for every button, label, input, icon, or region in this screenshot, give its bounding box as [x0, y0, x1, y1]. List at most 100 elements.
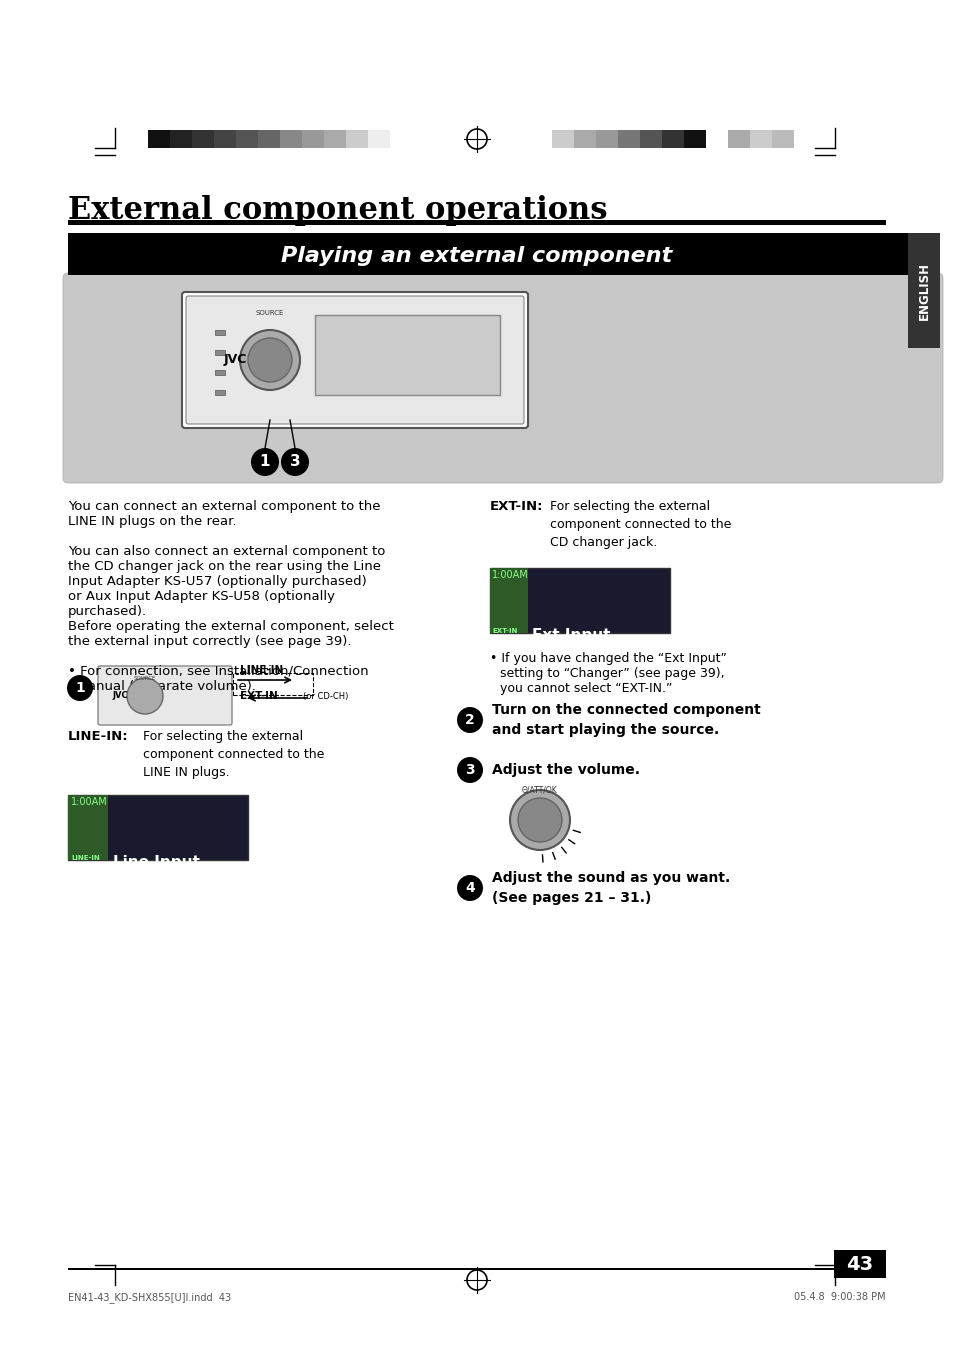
- Bar: [235, 130, 257, 149]
- Bar: [68, 232, 937, 276]
- Text: ENGLISH: ENGLISH: [917, 262, 929, 319]
- Text: 1:00AM: 1:00AM: [71, 797, 108, 807]
- Text: purchased).: purchased).: [68, 605, 147, 617]
- Text: EXT-IN: EXT-IN: [240, 690, 277, 701]
- Bar: [390, 130, 412, 149]
- Text: EN41-43_KD-SHX855[U]I.indd  43: EN41-43_KD-SHX855[U]I.indd 43: [68, 1292, 231, 1302]
- Bar: [214, 350, 225, 355]
- Bar: [68, 1269, 885, 1270]
- Bar: [214, 370, 225, 376]
- Text: 05.4.8  9:00:38 PM: 05.4.8 9:00:38 PM: [794, 1292, 885, 1302]
- Text: LINE IN plugs on the rear.: LINE IN plugs on the rear.: [68, 515, 236, 528]
- Text: JVC: JVC: [112, 692, 128, 701]
- FancyBboxPatch shape: [98, 666, 232, 725]
- Text: • For connection, see Installation/Connection: • For connection, see Installation/Conne…: [68, 665, 368, 678]
- Text: LINE-IN:: LINE-IN:: [68, 730, 129, 743]
- Text: For selecting the external
component connected to the
CD changer jack.: For selecting the external component con…: [550, 500, 731, 549]
- Text: setting to “Changer” (see page 39),: setting to “Changer” (see page 39),: [499, 667, 724, 680]
- Text: EXT-IN:: EXT-IN:: [490, 500, 543, 513]
- Bar: [907, 232, 939, 349]
- Text: 2: 2: [465, 713, 475, 727]
- Text: 1:00AM: 1:00AM: [492, 570, 528, 580]
- Bar: [214, 390, 225, 394]
- Text: External component operations: External component operations: [68, 195, 607, 226]
- Bar: [749, 130, 771, 149]
- Circle shape: [517, 798, 561, 842]
- Text: (or CD-CH): (or CD-CH): [303, 692, 348, 701]
- Bar: [192, 130, 213, 149]
- Text: Line Input: Line Input: [112, 855, 200, 870]
- Text: Turn on the connected component
and start playing the source.: Turn on the connected component and star…: [492, 704, 760, 736]
- Circle shape: [251, 449, 278, 476]
- Text: You can also connect an external component to: You can also connect an external compone…: [68, 544, 385, 558]
- Bar: [233, 673, 313, 694]
- Text: LINE-IN: LINE-IN: [240, 665, 283, 676]
- Bar: [705, 130, 727, 149]
- FancyBboxPatch shape: [63, 273, 942, 484]
- Bar: [68, 220, 885, 226]
- Bar: [314, 315, 499, 394]
- Circle shape: [281, 449, 309, 476]
- Bar: [170, 130, 192, 149]
- FancyBboxPatch shape: [182, 292, 527, 428]
- Text: 43: 43: [845, 1255, 873, 1274]
- Bar: [368, 130, 390, 149]
- Text: You can connect an external component to the: You can connect an external component to…: [68, 500, 380, 513]
- Bar: [771, 130, 793, 149]
- Bar: [490, 567, 527, 634]
- Text: 1: 1: [259, 454, 270, 470]
- Circle shape: [127, 678, 163, 713]
- Text: For selecting the external
component connected to the
LINE IN plugs.: For selecting the external component con…: [143, 730, 324, 780]
- Circle shape: [248, 338, 292, 382]
- Bar: [552, 130, 574, 149]
- Bar: [213, 130, 235, 149]
- Text: you cannot select “EXT-IN.”: you cannot select “EXT-IN.”: [499, 682, 672, 694]
- Text: 4: 4: [465, 881, 475, 894]
- Text: or Aux Input Adapter KS-U58 (optionally: or Aux Input Adapter KS-U58 (optionally: [68, 590, 335, 603]
- Text: the CD changer jack on the rear using the Line: the CD changer jack on the rear using th…: [68, 561, 380, 573]
- Bar: [346, 130, 368, 149]
- Circle shape: [67, 676, 92, 701]
- Bar: [257, 130, 280, 149]
- Circle shape: [456, 757, 482, 784]
- Bar: [639, 130, 661, 149]
- Circle shape: [510, 790, 569, 850]
- Text: Before operating the external component, select: Before operating the external component,…: [68, 620, 394, 634]
- Bar: [833, 1250, 885, 1278]
- Text: • If you have changed the “Ext Input”: • If you have changed the “Ext Input”: [490, 653, 726, 665]
- Text: SOURCE: SOURCE: [133, 676, 156, 681]
- Bar: [596, 130, 618, 149]
- FancyBboxPatch shape: [186, 296, 523, 424]
- Bar: [280, 130, 302, 149]
- Text: Ext Input: Ext Input: [532, 628, 610, 643]
- Text: the external input correctly (see page 39).: the external input correctly (see page 3…: [68, 635, 351, 648]
- Circle shape: [456, 875, 482, 901]
- Bar: [68, 794, 108, 861]
- Bar: [148, 130, 170, 149]
- Bar: [302, 130, 324, 149]
- Text: LINE-IN: LINE-IN: [71, 855, 100, 861]
- Bar: [530, 130, 552, 149]
- Bar: [727, 130, 749, 149]
- Text: 1: 1: [75, 681, 85, 694]
- Text: Manual (separate volume).: Manual (separate volume).: [68, 680, 255, 693]
- Circle shape: [456, 707, 482, 734]
- Bar: [490, 567, 669, 634]
- Text: EXT-IN: EXT-IN: [492, 628, 517, 634]
- Text: Playing an external component: Playing an external component: [281, 246, 672, 266]
- Text: Adjust the volume.: Adjust the volume.: [492, 763, 639, 777]
- Bar: [214, 330, 225, 335]
- Bar: [68, 794, 248, 861]
- Bar: [683, 130, 705, 149]
- Text: SOURCE: SOURCE: [255, 309, 284, 316]
- Text: JVC: JVC: [223, 354, 247, 366]
- Text: 3: 3: [465, 763, 475, 777]
- Bar: [661, 130, 683, 149]
- Bar: [574, 130, 596, 149]
- Circle shape: [240, 330, 299, 390]
- Text: Adjust the sound as you want.
(See pages 21 – 31.): Adjust the sound as you want. (See pages…: [492, 871, 729, 905]
- Text: Input Adapter KS-U57 (optionally purchased): Input Adapter KS-U57 (optionally purchas…: [68, 576, 366, 588]
- Bar: [324, 130, 346, 149]
- Bar: [618, 130, 639, 149]
- Text: Θ/ATT/OK: Θ/ATT/OK: [521, 785, 558, 794]
